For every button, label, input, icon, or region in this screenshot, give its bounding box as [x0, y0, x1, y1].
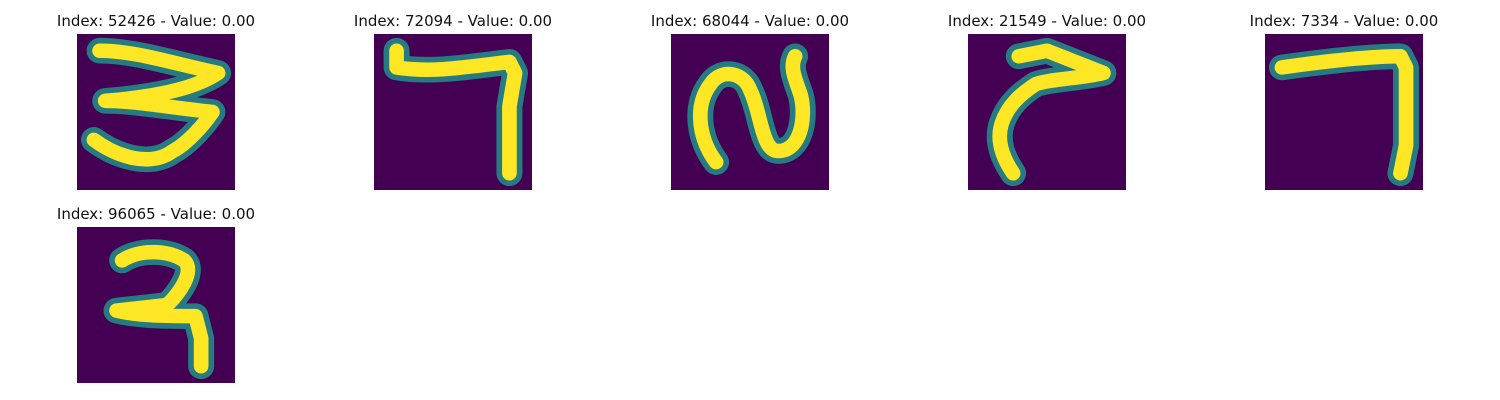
digit-image	[77, 34, 235, 190]
panel-title: Index: 21549 - Value: 0.00	[947, 12, 1147, 30]
panel-title: Index: 52426 - Value: 0.00	[56, 12, 256, 30]
panel-title: Index: 96065 - Value: 0.00	[56, 205, 256, 223]
panel-title: Index: 7334 - Value: 0.00	[1249, 12, 1439, 30]
panel-title: Index: 68044 - Value: 0.00	[650, 12, 850, 30]
panel-title: Index: 72094 - Value: 0.00	[353, 12, 553, 30]
digit-image	[671, 34, 829, 190]
digit-image	[374, 34, 532, 190]
digit-image	[1265, 34, 1423, 190]
digit-image	[77, 227, 235, 383]
digit-image	[968, 34, 1126, 190]
